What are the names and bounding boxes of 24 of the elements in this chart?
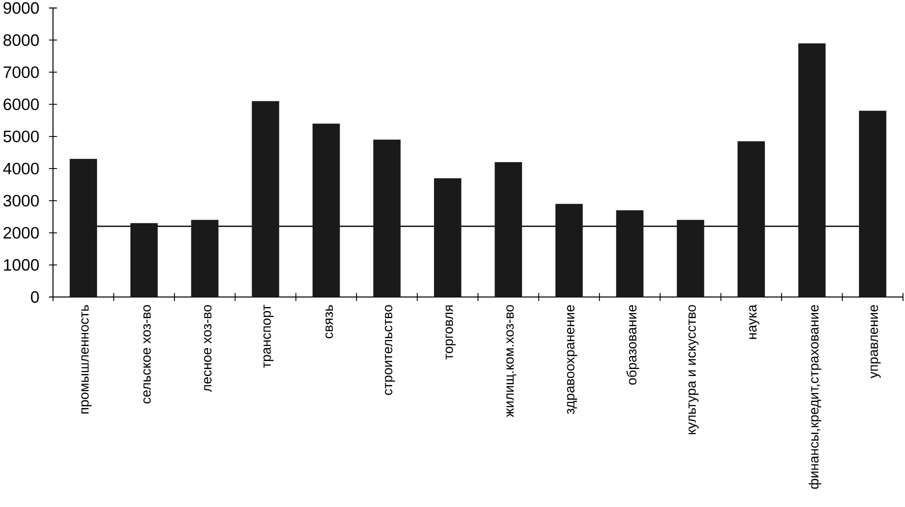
y-tick-label: 8000 [3,34,39,46]
x-tick-label: наука [749,304,760,339]
y-tick-label: 6000 [4,98,39,110]
x-tick-label: лесное хоз-во [204,305,212,392]
y-tick-label: 2000 [4,226,39,239]
x-tick-label: культура и искусство [688,305,699,434]
y-tick-label: 9000 [4,2,39,14]
x-tick-label: здравоохранение [567,305,578,414]
x-tick-label: промышленность [81,305,92,414]
x-tick-label: строительство [384,305,395,395]
y-tick-label: 4000 [3,162,39,174]
y-tick-label: 0 [30,291,39,303]
x-tick-label: управление [870,305,881,378]
x-tick-label: транспорт [263,304,274,368]
y-tick-label: 1000 [4,259,39,271]
y-tick-label: 3000 [3,194,39,207]
x-tick-label: связь [326,305,333,338]
y-tick-label: 7000 [4,66,39,78]
x-tick-label: торговля [446,305,456,360]
x-tick-label: жилищ.ком.хоз-во [506,305,516,418]
x-tick-label: сельское хоз-во [143,305,151,404]
x-tick-label: образование [626,305,640,385]
y-tick-label: 5000 [3,130,39,142]
x-tick-label: финансы,кредит,страхование [808,305,822,489]
